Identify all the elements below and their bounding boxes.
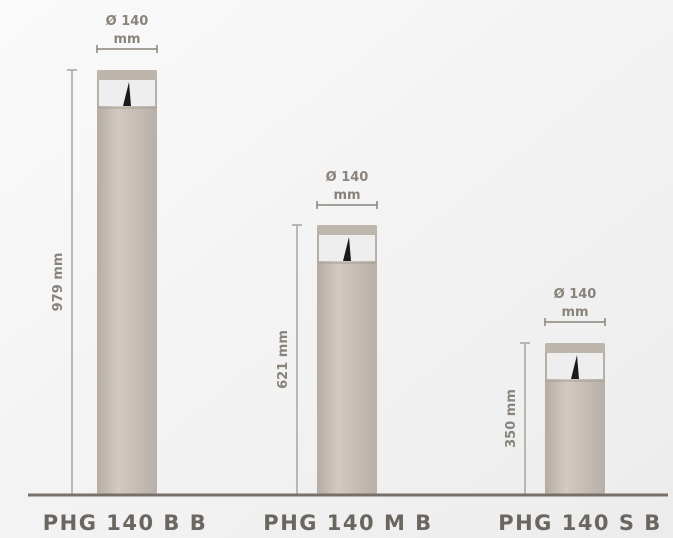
product-name: PHG 140 B B: [43, 511, 207, 535]
diameter-label: Ø 140: [106, 14, 149, 29]
bollard-group: 621 mm Ø 140 mm PHG 140 M B: [263, 170, 432, 535]
bollard-cap: [545, 343, 605, 353]
bollard-group: 350 mm Ø 140 mm PHG 140 S B: [498, 287, 662, 535]
bollard-cap: [97, 70, 157, 80]
bollard-reflector: [123, 82, 131, 106]
diameter-label: Ø 140: [326, 170, 369, 185]
diameter-unit: mm: [561, 305, 588, 320]
bollard-body: [317, 225, 377, 494]
height-label: 350 mm: [504, 389, 519, 448]
height-label: 621 mm: [276, 330, 291, 389]
product-name: PHG 140 S B: [498, 511, 662, 535]
bollard-reflector: [343, 237, 351, 261]
diameter-unit: mm: [333, 188, 360, 203]
diameter-unit: mm: [113, 32, 140, 47]
height-label: 979 mm: [51, 253, 66, 312]
bollard-reflector: [571, 355, 579, 379]
bollard-body: [97, 70, 157, 494]
bollard-group: 979 mm Ø 140 mm PHG 140 B B: [43, 14, 207, 535]
diameter-label: Ø 140: [554, 287, 597, 302]
products: 979 mm Ø 140 mm PHG 140 B B 621 mm Ø 140 mm PHG…: [43, 14, 662, 535]
product-name: PHG 140 M B: [263, 511, 432, 535]
bollard-cap: [317, 225, 377, 235]
